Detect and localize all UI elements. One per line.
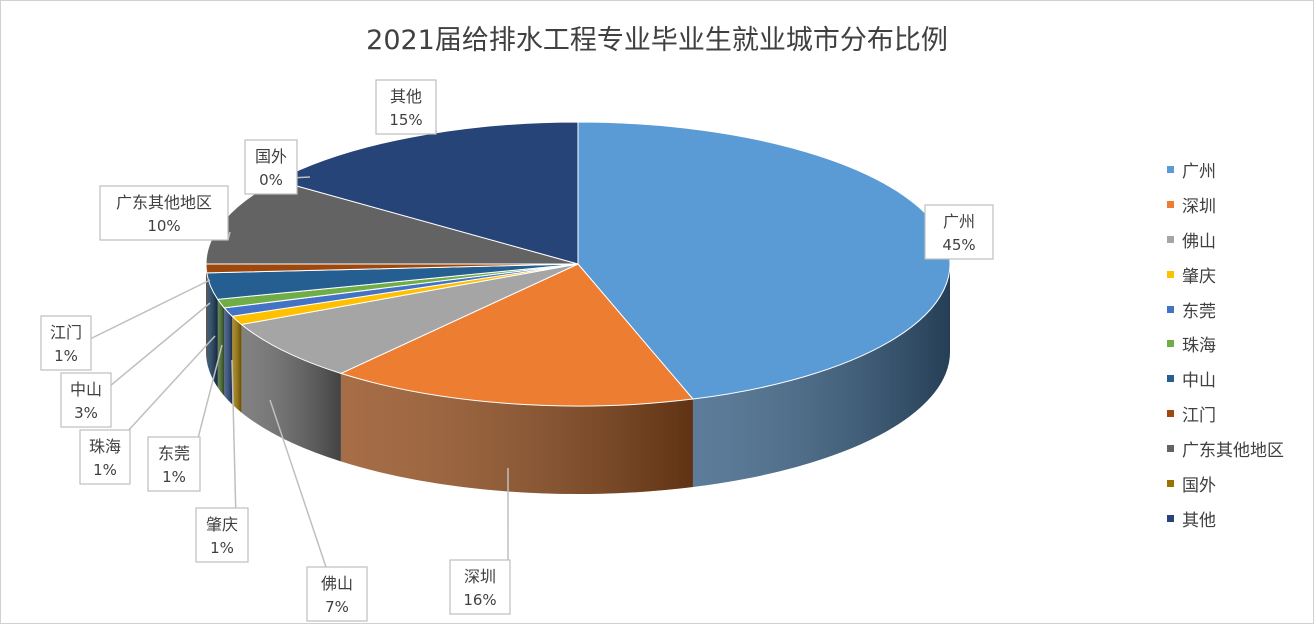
data-label-8: 广东其他地区 10% [99, 185, 229, 241]
data-label-value-6: 3% [74, 404, 98, 422]
data-label-value-1: 16% [463, 591, 496, 609]
data-label-9: 国外 0% [244, 139, 298, 195]
legend-label-8: 广东其他地区 [1182, 441, 1284, 462]
data-label-value-7: 1% [54, 347, 78, 365]
legend-swatch-5 [1167, 340, 1174, 348]
data-label-category-9: 国外 [255, 147, 287, 166]
data-label-category-5: 珠海 [89, 437, 121, 456]
data-label-category-7: 江门 [50, 323, 82, 342]
data-label-10: 其他 15% [375, 79, 437, 135]
leader-line-5 [115, 335, 216, 445]
slice-side-shade-4 [224, 307, 233, 405]
slice-side-shade-3 [232, 316, 242, 413]
data-label-box-0 [924, 204, 994, 260]
data-label-2: 佛山 7% [306, 566, 368, 622]
leader-line-6 [109, 302, 211, 387]
legend-swatch-3 [1167, 270, 1174, 278]
legend-label-9: 国外 [1182, 475, 1216, 496]
data-label-value-5: 1% [93, 461, 117, 479]
legend-label-1: 深圳 [1182, 196, 1216, 217]
data-label-5: 珠海 1% [79, 429, 131, 485]
leader-line-4 [195, 344, 223, 447]
legend-swatch-8 [1167, 445, 1174, 453]
legend-item-10: 其他 [1167, 501, 1284, 536]
data-label-box-10 [375, 79, 437, 135]
data-label-category-8: 广东其他地区 [116, 193, 212, 212]
data-label-box-8 [99, 185, 229, 241]
slice-side-shade-6 [206, 272, 218, 388]
pie-slice-1 [339, 263, 694, 407]
legend-swatch-2 [1167, 235, 1174, 243]
data-label-4: 东莞 1% [147, 436, 201, 492]
data-label-category-6: 中山 [70, 380, 102, 399]
pie-slice-2 [240, 263, 579, 374]
leader-line-2 [269, 399, 329, 574]
legend-item-0: 广州 [1167, 152, 1284, 187]
data-label-box-1 [449, 559, 511, 615]
leader-line-3 [231, 359, 237, 521]
data-label-value-4: 1% [162, 468, 186, 486]
legend-label-6: 中山 [1182, 371, 1216, 392]
data-label-box-4 [147, 436, 201, 492]
legend-item-3: 肇庆 [1167, 257, 1284, 292]
legend-item-2: 佛山 [1167, 222, 1284, 257]
data-label-0: 广州 45% [924, 204, 994, 260]
slice-side-shade-1 [340, 373, 693, 494]
chart-title: 2021届给排水工程专业毕业生就业城市分布比例 [366, 25, 948, 56]
legend-label-0: 广州 [1182, 161, 1216, 182]
legend-label-3: 肇庆 [1182, 266, 1216, 287]
data-label-category-0: 广州 [943, 212, 975, 231]
legend-item-5: 珠海 [1167, 326, 1284, 361]
legend-item-8: 广东其他地区 [1167, 431, 1284, 466]
legend-label-10: 其他 [1182, 510, 1216, 531]
data-label-category-10: 其他 [390, 87, 422, 106]
data-label-category-1: 深圳 [464, 567, 496, 586]
legend-item-4: 东莞 [1167, 292, 1284, 327]
legend-swatch-7 [1167, 410, 1174, 418]
data-label-box-7 [40, 315, 92, 371]
data-label-box-9 [244, 139, 298, 195]
legend-item-9: 国外 [1167, 466, 1284, 501]
data-label-value-10: 15% [389, 111, 422, 129]
leader-line-7 [87, 279, 211, 341]
slice-side-shade-2 [241, 324, 341, 462]
data-label-box-6 [60, 372, 112, 428]
data-label-7: 江门 1% [40, 315, 92, 371]
data-label-value-3: 1% [210, 539, 234, 557]
legend-item-6: 中山 [1167, 361, 1284, 396]
legend-swatch-9 [1167, 479, 1174, 487]
legend-swatch-1 [1167, 200, 1174, 208]
legend-label-5: 珠海 [1182, 336, 1216, 357]
legend-item-1: 深圳 [1167, 187, 1284, 222]
data-label-value-0: 45% [942, 236, 975, 254]
legend-label-2: 佛山 [1182, 231, 1216, 252]
legend-swatch-6 [1167, 375, 1174, 383]
legend-swatch-10 [1167, 514, 1174, 522]
legend-swatch-4 [1167, 305, 1174, 313]
legend-item-7: 江门 [1167, 396, 1284, 431]
data-label-category-2: 佛山 [321, 574, 353, 593]
chart-legend: 广州深圳佛山肇庆东莞珠海中山江门广东其他地区 国外其他 [1167, 152, 1284, 536]
legend-swatch-0 [1167, 165, 1174, 173]
pie-slice-10 [275, 121, 579, 265]
data-label-category-4: 东莞 [158, 444, 190, 463]
data-label-3: 肇庆 1% [195, 507, 249, 563]
data-label-1: 深圳 16% [449, 559, 511, 615]
data-label-6: 中山 3% [60, 372, 112, 428]
data-label-value-8: 10% [147, 217, 180, 235]
legend-label-7: 江门 [1182, 406, 1216, 427]
slice-side-shade-0 [692, 264, 950, 488]
data-label-category-3: 肇庆 [206, 515, 238, 534]
legend-label-4: 东莞 [1182, 301, 1216, 322]
data-label-value-2: 7% [325, 598, 349, 616]
data-label-box-2 [306, 566, 368, 622]
data-label-value-9: 0% [259, 171, 283, 189]
data-label-box-5 [79, 429, 131, 485]
data-label-box-3 [195, 507, 249, 563]
slice-side-shade-7 [206, 264, 207, 361]
